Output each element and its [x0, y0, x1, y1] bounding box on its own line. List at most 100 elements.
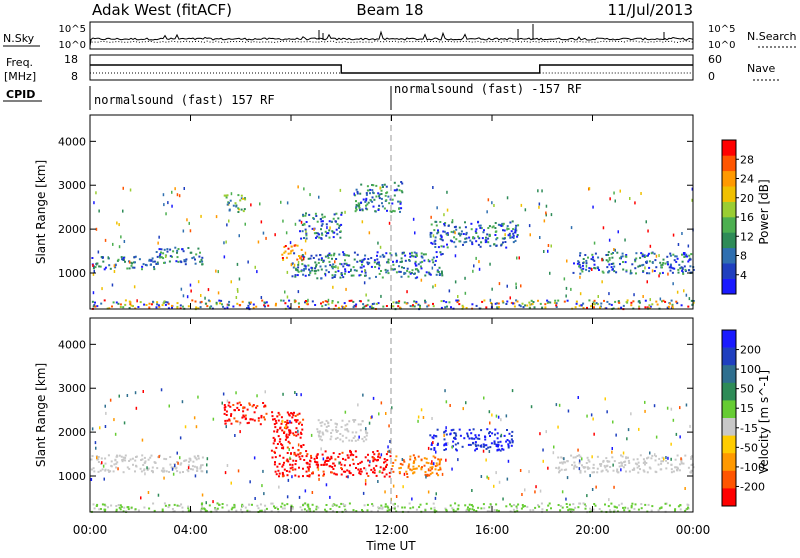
- noise-cell: [505, 414, 508, 418]
- noise-cell: [446, 208, 449, 212]
- data-cell: [169, 463, 172, 466]
- data-cell: [133, 266, 136, 269]
- data-cell: [635, 252, 638, 255]
- data-cell: [621, 464, 624, 467]
- data-cell: [365, 438, 368, 441]
- data-cell: [636, 463, 639, 466]
- noise-cell: [516, 256, 518, 260]
- data-cell: [404, 272, 407, 275]
- data-cell: [165, 470, 168, 473]
- data-cell: [600, 302, 603, 305]
- data-cell: [278, 462, 281, 465]
- data-cell: [478, 224, 481, 227]
- data-cell: [108, 264, 111, 267]
- data-cell: [277, 419, 280, 422]
- colorbar-swatch: [722, 217, 736, 233]
- data-cell: [311, 300, 314, 303]
- data-cell: [580, 304, 583, 307]
- data-cell: [191, 465, 194, 468]
- data-cell: [432, 302, 434, 305]
- data-cell: [234, 409, 236, 412]
- data-cell: [684, 268, 687, 271]
- data-cell: [314, 460, 316, 463]
- data-cell: [544, 303, 547, 306]
- data-cell: [680, 304, 683, 307]
- data-cell: [424, 274, 427, 277]
- noise-cell: [129, 188, 132, 192]
- data-cell: [583, 503, 586, 506]
- noise-cell: [160, 388, 163, 392]
- data-cell: [119, 508, 122, 511]
- data-cell: [227, 404, 230, 407]
- noise-cell: [223, 241, 225, 245]
- noise-cell: [550, 213, 553, 217]
- data-cell: [596, 455, 599, 458]
- data-cell: [290, 412, 293, 415]
- noise-cell: [392, 484, 395, 488]
- noise-cell: [171, 467, 174, 471]
- data-cell: [326, 457, 329, 460]
- data-cell: [645, 262, 648, 264]
- data-cell: [373, 302, 376, 305]
- data-cell: [632, 458, 635, 461]
- data-cell: [327, 422, 330, 425]
- data-cell: [537, 299, 539, 302]
- data-cell: [567, 509, 570, 512]
- data-cell: [489, 244, 492, 247]
- data-cell: [301, 428, 304, 431]
- data-cell: [395, 455, 398, 458]
- noise-cell: [615, 433, 617, 437]
- data-cell: [321, 213, 324, 216]
- data-cell: [437, 229, 439, 232]
- data-cell: [325, 429, 328, 432]
- data-cell: [187, 470, 190, 473]
- data-cell: [305, 470, 308, 473]
- data-cell: [479, 226, 482, 229]
- data-cell: [291, 506, 294, 509]
- data-cell: [369, 192, 371, 195]
- data-cell: [182, 250, 185, 253]
- noise-cell: [256, 270, 258, 274]
- data-cell: [175, 260, 178, 263]
- data-cell: [264, 404, 267, 407]
- data-cell: [644, 463, 646, 466]
- data-cell: [425, 461, 428, 464]
- data-cell: [480, 241, 483, 244]
- data-cell: [499, 440, 502, 443]
- noise-cell: [134, 391, 137, 395]
- noise-cell: [293, 263, 296, 267]
- data-cell: [639, 256, 642, 259]
- data-cell: [621, 462, 624, 465]
- data-cell: [240, 194, 243, 197]
- data-cell: [622, 304, 625, 307]
- data-cell: [314, 212, 317, 215]
- data-cell: [589, 507, 592, 510]
- data-cell: [487, 446, 490, 449]
- data-cell: [278, 440, 281, 443]
- data-cell: [383, 207, 386, 210]
- data-cell: [252, 306, 255, 309]
- data-cell: [574, 506, 577, 509]
- data-cell: [300, 270, 303, 273]
- data-cell: [362, 303, 365, 306]
- data-cell: [201, 260, 204, 263]
- data-cell: [455, 449, 458, 452]
- data-cell: [344, 508, 347, 511]
- data-cell: [104, 468, 107, 471]
- data-cell: [365, 472, 368, 475]
- data-cell: [321, 439, 323, 442]
- noise-cell: [432, 285, 434, 289]
- data-cell: [500, 444, 503, 447]
- noise-cell: [377, 480, 379, 483]
- data-cell: [513, 231, 516, 234]
- data-cell: [540, 502, 543, 505]
- data-cell: [320, 259, 323, 261]
- data-cell: [453, 436, 456, 439]
- data-cell: [246, 307, 248, 310]
- data-cell: [361, 437, 364, 440]
- data-cell: [119, 504, 122, 507]
- data-cell: [219, 302, 222, 305]
- data-cell: [122, 458, 125, 461]
- data-cell: [465, 307, 468, 309]
- data-cell: [166, 301, 169, 304]
